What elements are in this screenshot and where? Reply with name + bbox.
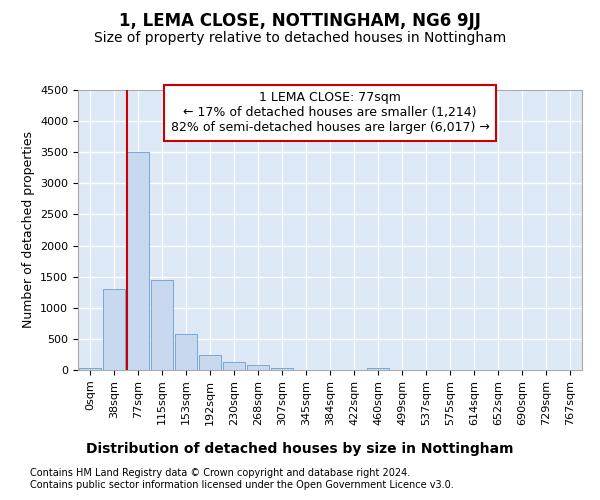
Bar (103, 289, 125, 370)
Text: 1 LEMA CLOSE: 77sqm
← 17% of detached houses are smaller (1,214)
82% of semi-det: 1 LEMA CLOSE: 77sqm ← 17% of detached ho… (170, 92, 490, 134)
Y-axis label: Number of detached properties: Number of detached properties (22, 132, 35, 328)
Bar (79, 368, 101, 370)
Bar (151, 280, 173, 370)
Text: Distribution of detached houses by size in Nottingham: Distribution of detached houses by size … (86, 442, 514, 456)
Bar (367, 368, 389, 370)
Text: Contains public sector information licensed under the Open Government Licence v3: Contains public sector information licen… (30, 480, 454, 490)
Bar (247, 365, 269, 370)
Bar (175, 334, 197, 370)
Text: 1, LEMA CLOSE, NOTTINGHAM, NG6 9JJ: 1, LEMA CLOSE, NOTTINGHAM, NG6 9JJ (119, 12, 481, 30)
Bar (223, 362, 245, 370)
Bar (127, 152, 149, 370)
Bar (271, 368, 293, 370)
Text: Contains HM Land Registry data © Crown copyright and database right 2024.: Contains HM Land Registry data © Crown c… (30, 468, 410, 477)
Bar (199, 355, 221, 370)
Text: Size of property relative to detached houses in Nottingham: Size of property relative to detached ho… (94, 31, 506, 45)
